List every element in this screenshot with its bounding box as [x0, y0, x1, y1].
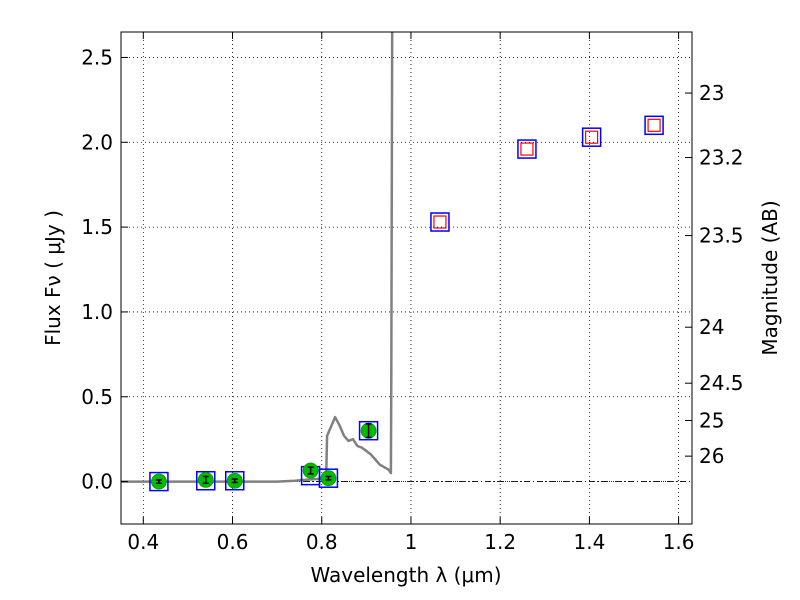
y2-axis-label: Magnitude (AB) [758, 200, 782, 355]
y-tick-label: 2.0 [81, 130, 113, 154]
model-spectrum-line [121, 24, 392, 482]
y-axis-label: Flux Fν ( μJy ) [41, 210, 65, 346]
upper-limit-marker [521, 143, 533, 155]
sed-chart: 0.4 0.6 0.8 1 1.2 1.4 1.6 0.0 0.5 1.0 1.5 2.0 2.5 23 2… [0, 0, 800, 600]
y2-tick-label: 26 [699, 444, 724, 468]
x-tick-label: 1.2 [484, 530, 516, 554]
plot-area [121, 24, 663, 491]
y2-tick-label: 25 [699, 409, 724, 433]
y2-tick-label: 24.5 [699, 371, 744, 395]
x-tick-label: 0.6 [217, 530, 249, 554]
x-tick-label: 1 [405, 530, 418, 554]
axis-ticks: 0.4 0.6 0.8 1 1.2 1.4 1.6 0.0 0.5 1.0 1.5 2.0 2.5 23 2… [81, 32, 743, 554]
y2-tick-label: 23 [699, 81, 724, 105]
x-tick-label: 1.6 [663, 530, 695, 554]
y2-tick-label: 24 [699, 315, 724, 339]
x-tick-label: 0.4 [127, 530, 159, 554]
y-tick-label: 0.0 [81, 470, 113, 494]
grid [121, 32, 692, 524]
x-axis-label: Wavelength λ (μm) [310, 563, 501, 587]
y2-tick-label: 23.5 [699, 224, 744, 248]
y-tick-label: 1.5 [81, 215, 113, 239]
upper-limit-marker [586, 131, 598, 143]
upper-limit-marker [648, 119, 660, 131]
upper-limit-marker [434, 216, 446, 228]
axes-frame [121, 32, 692, 524]
x-tick-label: 1.4 [573, 530, 605, 554]
y2-tick-label: 23.2 [699, 146, 744, 170]
y-tick-label: 0.5 [81, 385, 113, 409]
y-tick-label: 1.0 [81, 300, 113, 324]
x-tick-label: 0.8 [306, 530, 338, 554]
y-tick-label: 2.5 [81, 45, 113, 69]
